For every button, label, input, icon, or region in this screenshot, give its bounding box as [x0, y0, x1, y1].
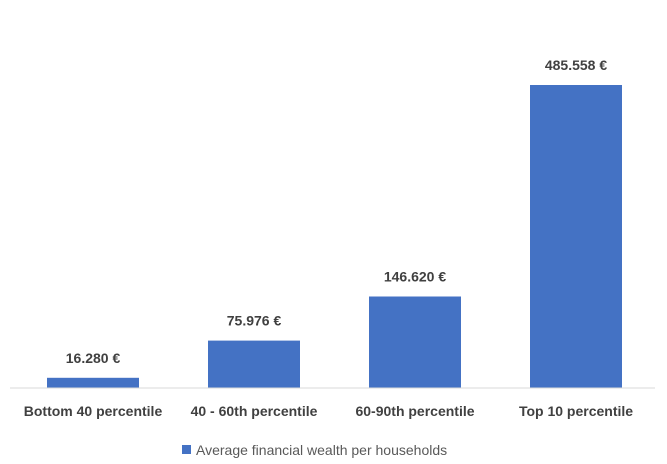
- category-label-4: Top 10 percentile: [519, 403, 633, 419]
- bar-2: [208, 340, 300, 388]
- legend: Average financial wealth per households: [182, 442, 447, 458]
- category-label-1: Bottom 40 percentile: [24, 403, 163, 419]
- value-label-4: 485.558 €: [545, 57, 607, 73]
- category-label-3: 60-90th percentile: [355, 403, 474, 419]
- legend-label: Average financial wealth per households: [196, 442, 447, 458]
- value-label-1: 16.280 €: [66, 350, 121, 366]
- bar-4: [530, 85, 622, 388]
- value-label-2: 75.976 €: [227, 313, 282, 329]
- bar-3: [369, 296, 461, 388]
- bar-1: [47, 377, 139, 388]
- value-labels-group: 16.280 € 75.976 € 146.620 € 485.558 €: [66, 57, 608, 366]
- value-label-3: 146.620 €: [384, 269, 446, 285]
- category-label-2: 40 - 60th percentile: [191, 403, 318, 419]
- category-ticks-group: Bottom 40 percentile 40 - 60th percentile…: [24, 403, 634, 419]
- legend-swatch: [182, 445, 191, 454]
- bars-group: [47, 85, 622, 388]
